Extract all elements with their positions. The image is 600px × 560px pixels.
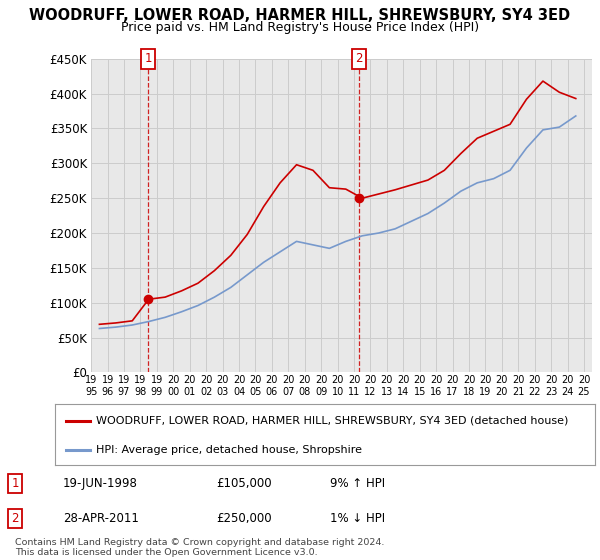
- Text: 1: 1: [145, 52, 152, 66]
- Text: 19-JUN-1998: 19-JUN-1998: [63, 477, 138, 490]
- Text: WOODRUFF, LOWER ROAD, HARMER HILL, SHREWSBURY, SY4 3ED (detached house): WOODRUFF, LOWER ROAD, HARMER HILL, SHREW…: [96, 416, 568, 426]
- Text: 2: 2: [356, 52, 363, 66]
- Text: 9% ↑ HPI: 9% ↑ HPI: [330, 477, 385, 490]
- Text: 28-APR-2011: 28-APR-2011: [63, 512, 139, 525]
- Text: 1% ↓ HPI: 1% ↓ HPI: [330, 512, 385, 525]
- Text: Contains HM Land Registry data © Crown copyright and database right 2024.
This d: Contains HM Land Registry data © Crown c…: [15, 538, 385, 557]
- Text: 2: 2: [11, 512, 19, 525]
- Text: Price paid vs. HM Land Registry's House Price Index (HPI): Price paid vs. HM Land Registry's House …: [121, 21, 479, 34]
- Text: HPI: Average price, detached house, Shropshire: HPI: Average price, detached house, Shro…: [96, 445, 362, 455]
- Text: WOODRUFF, LOWER ROAD, HARMER HILL, SHREWSBURY, SY4 3ED: WOODRUFF, LOWER ROAD, HARMER HILL, SHREW…: [29, 8, 571, 22]
- Text: £250,000: £250,000: [216, 512, 272, 525]
- Text: 1: 1: [11, 477, 19, 490]
- Text: £105,000: £105,000: [216, 477, 272, 490]
